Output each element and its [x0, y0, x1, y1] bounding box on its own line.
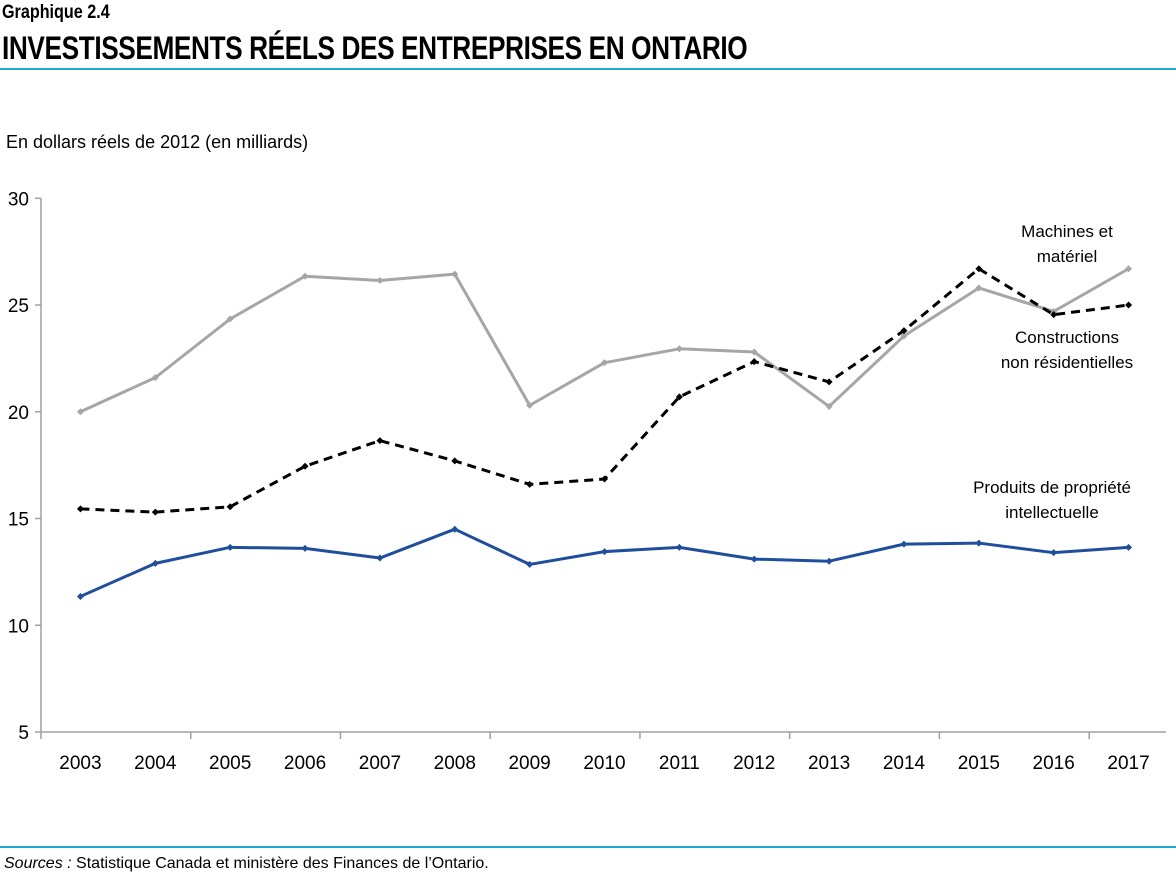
data-point — [601, 359, 608, 367]
data-point — [301, 462, 309, 470]
data-point — [825, 402, 833, 410]
y-tick-label: 10 — [8, 616, 29, 637]
data-point — [451, 457, 459, 465]
data-point — [226, 503, 234, 511]
x-tick-label: 2005 — [209, 753, 251, 774]
data-point — [151, 374, 159, 382]
data-point — [975, 265, 983, 273]
data-point — [376, 554, 384, 562]
data-point — [825, 557, 833, 565]
data-point — [675, 345, 683, 353]
x-tick-label: 2008 — [434, 753, 476, 774]
data-point — [750, 358, 758, 366]
chart-title: INVESTISSEMENTS RÉELS DES ENTREPRISES EN… — [2, 30, 748, 66]
data-point — [76, 408, 84, 416]
data-point — [675, 543, 683, 551]
x-tick-label: 2011 — [659, 753, 700, 774]
line-chart: 5 10 15 20 25 30 2003 2004 2005 2006 2007 2008 2009 2… — [8, 189, 1166, 774]
x-tick-label: 2003 — [59, 753, 101, 774]
series-label: matériel — [1037, 247, 1097, 266]
y-axis-label: En dollars réels de 2012 (en milliards) — [6, 132, 309, 152]
data-point — [526, 480, 534, 488]
series-label: Machines et — [1021, 222, 1113, 241]
series-line-0 — [79, 267, 1130, 414]
data-point — [76, 505, 84, 513]
data-point — [226, 315, 234, 323]
data-point — [900, 540, 908, 548]
data-point — [601, 475, 608, 483]
y-tick-label: 15 — [8, 510, 29, 531]
data-point — [1125, 543, 1133, 551]
y-tick-label: 25 — [8, 296, 29, 317]
data-point — [675, 393, 683, 401]
data-point — [1050, 311, 1058, 319]
series-label: Produits de propriété — [973, 478, 1131, 497]
data-point — [900, 327, 908, 335]
x-tick-label: 2015 — [958, 753, 1000, 774]
x-tick-label: 2017 — [1107, 753, 1149, 774]
series-label: non résidentielles — [1001, 353, 1133, 372]
x-tick-label: 2014 — [883, 753, 926, 774]
data-point — [526, 560, 534, 568]
x-tick-label: 2010 — [583, 753, 625, 774]
x-tick-label: 2007 — [359, 753, 401, 774]
data-point — [975, 284, 983, 292]
data-point — [1125, 265, 1133, 273]
x-tick-label: 2006 — [284, 753, 326, 774]
data-point — [750, 348, 758, 356]
x-tick-label: 2009 — [508, 753, 550, 774]
data-point — [301, 272, 309, 280]
footer-rule — [0, 846, 1176, 848]
data-point — [1125, 301, 1133, 309]
x-tick-label: 2004 — [134, 753, 177, 774]
header-rule — [0, 68, 1176, 70]
data-point — [1050, 549, 1058, 557]
sources-text: Statistique Canada et ministère des Fina… — [76, 855, 489, 872]
data-point — [301, 544, 309, 552]
y-tick-label: 20 — [8, 403, 29, 424]
data-point — [376, 276, 384, 284]
data-point — [750, 555, 758, 563]
x-tick-label: 2013 — [808, 753, 850, 774]
y-tick-label: 30 — [8, 189, 29, 210]
chart-number: Graphique 2.4 — [2, 2, 110, 23]
data-point — [451, 525, 459, 533]
sources-note: Sources : Statistique Canada et ministèr… — [4, 855, 489, 873]
data-point — [376, 437, 384, 445]
data-point — [526, 401, 534, 409]
y-tick-label: 5 — [18, 723, 29, 744]
series-line-2 — [79, 527, 1129, 598]
data-point — [76, 592, 84, 600]
data-point — [825, 378, 833, 386]
sources-label: Sources : — [4, 855, 72, 872]
data-point — [601, 548, 608, 556]
series-label: intellectuelle — [1005, 503, 1099, 522]
data-point — [900, 332, 908, 340]
x-tick-label: 2016 — [1033, 753, 1075, 774]
data-point — [151, 559, 159, 567]
data-point — [226, 543, 234, 551]
series-label: Constructions — [1015, 328, 1119, 347]
x-tick-label: 2012 — [733, 753, 775, 774]
data-point — [451, 270, 459, 278]
data-point — [151, 508, 159, 516]
data-point — [975, 539, 983, 547]
